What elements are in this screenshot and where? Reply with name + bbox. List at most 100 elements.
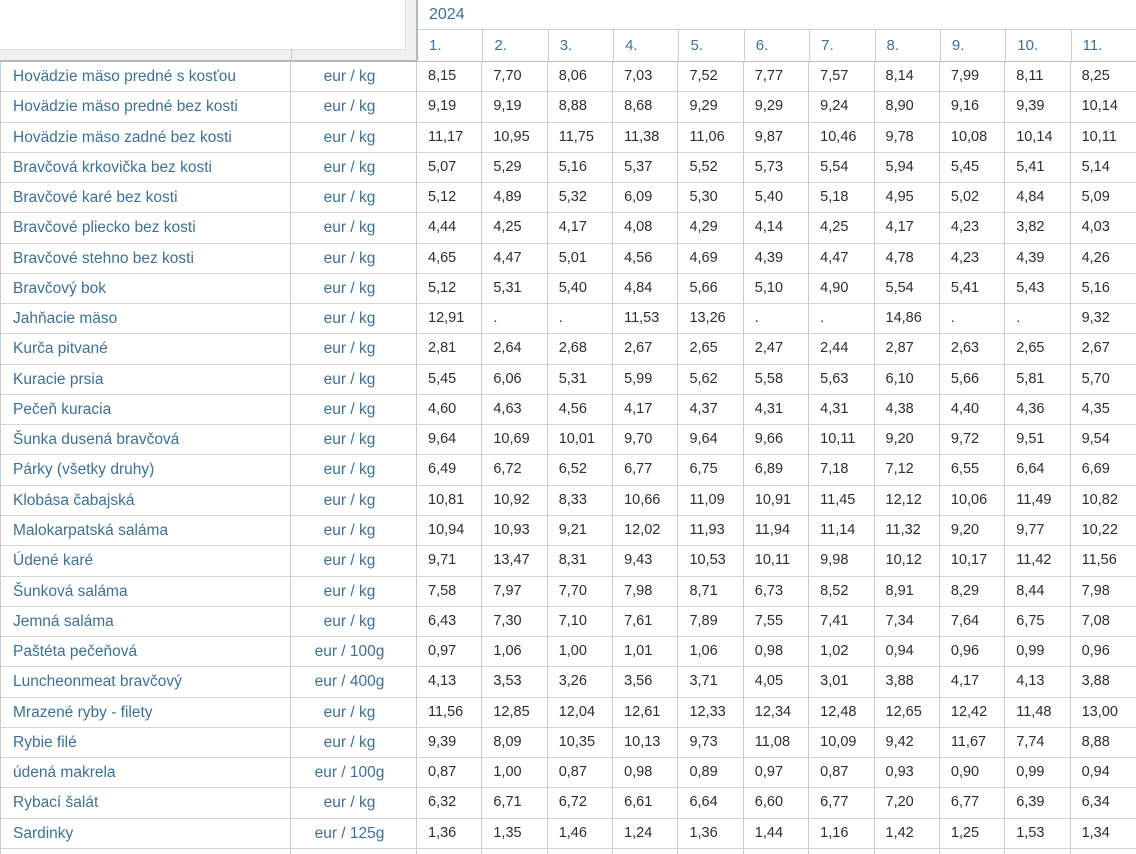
unit-label <box>291 848 417 854</box>
unit-label: eur / kg <box>291 576 417 606</box>
price-value: 7,70 <box>548 576 614 606</box>
price-value: 10,14 <box>1005 122 1071 152</box>
price-value: 2,64 <box>482 334 548 364</box>
price-value <box>744 848 810 854</box>
price-value: 5,43 <box>1005 273 1071 304</box>
price-value: 1,36 <box>678 818 744 848</box>
price-value: 5,31 <box>548 364 614 394</box>
price-value: 11,32 <box>875 515 940 546</box>
price-value: 5,32 <box>548 183 614 213</box>
price-value: 6,69 <box>1081 461 1110 478</box>
price-value: 8,14 <box>875 62 940 92</box>
price-value: 10,11 <box>744 546 810 576</box>
price-value: 2,67 <box>1081 340 1110 357</box>
product-name: Údené karé <box>1 546 291 576</box>
price-value: 4,56 <box>548 394 614 425</box>
price-value: 5,45 <box>417 364 483 394</box>
price-value: 11,38 <box>613 122 679 152</box>
price-value: 0,87 <box>548 758 614 788</box>
price-value: 4,23 <box>940 243 1006 273</box>
price-value: 12,33 <box>678 697 744 727</box>
price-value: 12,42 <box>940 697 1006 727</box>
price-value: 9,39 <box>417 727 483 758</box>
unit-label: eur / kg <box>291 213 417 243</box>
price-value: 4,63 <box>482 394 548 425</box>
price-value: 9,43 <box>613 546 679 576</box>
price-value: 9,20 <box>940 515 1006 546</box>
price-value: 2,44 <box>809 334 875 364</box>
price-value: 4,17 <box>875 213 940 243</box>
table-row-partial <box>1 848 1136 854</box>
price-value: 0,98 <box>613 758 679 788</box>
product-name: Bravčové stehno bez kosti <box>1 243 291 273</box>
price-value: 5,10 <box>744 273 810 304</box>
price-value: 8,71 <box>678 576 744 606</box>
table-row: Šunka dusená bravčová eur / kg 9,64 10,69 10… <box>1 425 1136 456</box>
price-value: 4,08 <box>613 213 679 243</box>
table-row: Kurča pitvané eur / kg 2,81 2,64 2,68 2,67 2,6… <box>1 334 1136 365</box>
price-value: 6,72 <box>548 788 614 818</box>
price-value: 10,22 <box>1081 521 1118 538</box>
pane-splitter-vertical[interactable] <box>405 0 418 62</box>
price-value: 6,10 <box>875 364 940 394</box>
product-name: Mrazené ryby - filety <box>1 697 291 727</box>
price-value: 9,66 <box>744 425 810 455</box>
price-value: 10,08 <box>940 122 1006 152</box>
unit-label: eur / kg <box>291 62 417 92</box>
price-value: 5,54 <box>875 273 940 304</box>
table-row: Bravčové karé bez kosti eur / kg 5,12 4,89 5… <box>1 183 1136 214</box>
table-row: Klobása čabajská eur / kg 10,81 10,92 8,33 10… <box>1 485 1136 516</box>
column-header-month: 3. <box>549 30 615 61</box>
price-value: 9,19 <box>482 92 548 122</box>
price-value: 4,90 <box>809 273 875 304</box>
price-value: 9,32 <box>1081 310 1110 327</box>
price-value: 11,06 <box>678 122 744 152</box>
price-value: 0,87 <box>417 758 483 788</box>
unit-label: eur / kg <box>291 394 417 425</box>
price-value: 7,89 <box>678 606 744 637</box>
price-value: 8,25 <box>1081 68 1110 84</box>
price-value: 9,29 <box>678 92 744 122</box>
unit-label: eur / 100g <box>291 758 417 788</box>
price-value: 12,48 <box>809 697 875 727</box>
price-value: 7,98 <box>1081 582 1110 599</box>
price-value: 1,35 <box>482 818 548 848</box>
price-value: 0,89 <box>678 758 744 788</box>
table-row: Bravčový bok eur / kg 5,12 5,31 5,40 4,84 5,66… <box>1 273 1136 305</box>
price-value: 7,20 <box>875 788 940 818</box>
price-value: 10,93 <box>482 515 548 546</box>
price-value: 9,64 <box>417 425 483 455</box>
price-value: 5,16 <box>1081 279 1110 296</box>
price-value: 12,34 <box>744 697 810 727</box>
price-value: 4,36 <box>1005 394 1071 425</box>
table-row: Hovädzie mäso predné s kosťou eur / kg 8,1… <box>1 62 1136 93</box>
price-value: 4,37 <box>678 394 744 425</box>
table-row: Hovädzie mäso predné bez kosti eur / kg 9,… <box>1 92 1136 123</box>
price-value: 10,09 <box>809 727 875 758</box>
unit-label: eur / kg <box>291 334 417 364</box>
price-value: 10,66 <box>613 485 679 515</box>
column-header-area: 2024 1. 2. 3. 4. 5. 6. 7. 8. 9. 10. 11. <box>417 0 1136 62</box>
price-value: 4,29 <box>678 213 744 243</box>
product-name: Hovädzie mäso zadné bez kosti <box>1 122 291 152</box>
price-value: 6,77 <box>940 788 1006 818</box>
price-value: 1,06 <box>678 637 744 667</box>
price-value: 4,47 <box>482 243 548 273</box>
price-value: 5,31 <box>482 273 548 304</box>
price-value: 6,32 <box>417 788 483 818</box>
product-name: Kuracie prsia <box>1 364 291 394</box>
price-value: 5,41 <box>940 273 1006 304</box>
price-value: 10,11 <box>1081 128 1117 145</box>
price-value: 4,84 <box>1005 183 1071 213</box>
unit-label: eur / kg <box>291 152 417 183</box>
pane-splitter-horizontal[interactable] <box>0 49 418 62</box>
price-value: 0,99 <box>1005 637 1071 667</box>
price-value: 6,55 <box>940 455 1006 485</box>
price-value: 4,84 <box>613 273 679 304</box>
price-value: 6,72 <box>482 455 548 485</box>
price-value: 10,12 <box>875 546 940 576</box>
unit-label: eur / kg <box>291 304 417 334</box>
price-value: 5,01 <box>548 243 614 273</box>
price-value: 5,16 <box>548 152 614 183</box>
price-value: 1,00 <box>548 637 614 667</box>
